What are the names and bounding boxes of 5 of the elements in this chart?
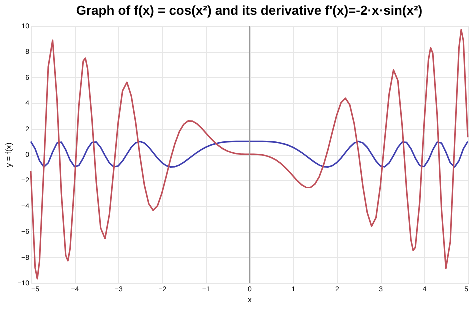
line-series [30, 140, 469, 168]
x-axis-title: x [248, 296, 252, 304]
y-axis-title: y = f(x) [4, 142, 14, 168]
chart-title: Graph of f(x) = cos(x²) and its derivative f'(x)=-2·x·sin(x²) [76, 3, 423, 18]
line-series [30, 29, 469, 280]
